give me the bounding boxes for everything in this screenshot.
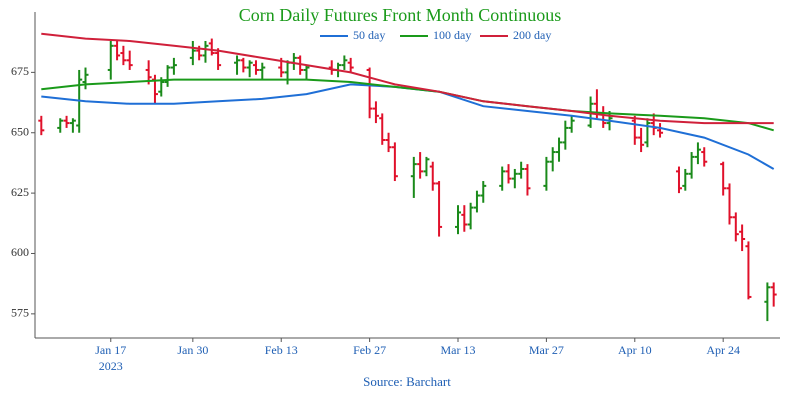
source: Source: Barchart <box>363 374 451 389</box>
y-tick-label: 650 <box>11 124 29 138</box>
legend-label: 200 day <box>513 28 551 42</box>
x-tick-label: Feb 13 <box>265 343 298 357</box>
x-tick-label: Apr 24 <box>706 343 740 357</box>
x-tick-label: Feb 27 <box>353 343 386 357</box>
legend-label: 100 day <box>433 28 471 42</box>
ma-line <box>41 83 775 170</box>
y-tick-label: 675 <box>11 64 29 78</box>
legend-label: 50 day <box>353 28 385 42</box>
x-tick-label: Jan 17 <box>95 343 126 357</box>
x-tick-label: Jan 30 <box>177 343 208 357</box>
ma-line <box>41 32 774 125</box>
x-tick-label: Apr 10 <box>618 343 652 357</box>
y-tick-label: 575 <box>11 306 29 320</box>
ma-line <box>41 78 774 132</box>
y-tick-label: 600 <box>11 245 29 259</box>
x-tick-year: 2023 <box>99 359 123 373</box>
y-tick-label: 625 <box>11 185 29 199</box>
x-tick-label: Mar 13 <box>441 343 476 357</box>
x-tick-label: Mar 27 <box>529 343 564 357</box>
chart-title: Corn Daily Futures Front Month Continuou… <box>239 5 562 25</box>
